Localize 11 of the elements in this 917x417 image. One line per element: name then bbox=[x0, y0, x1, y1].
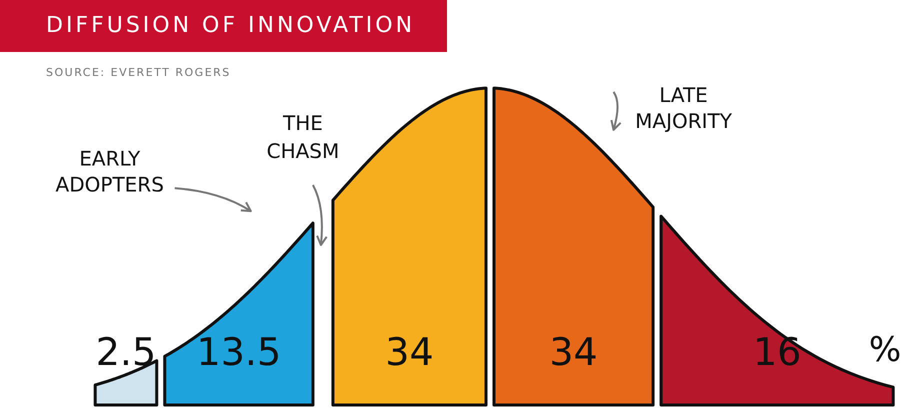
data-label: 2.5 bbox=[96, 330, 156, 374]
text: % bbox=[868, 330, 902, 370]
data-label: 34 bbox=[385, 330, 434, 374]
text: DIFFUSION OF INNOVATION bbox=[0, 0, 447, 52]
text: THE CHASM bbox=[266, 111, 340, 164]
data-label: 34 bbox=[549, 330, 598, 374]
category-label: LATE MAJORITY bbox=[635, 83, 733, 134]
data-label: 16 bbox=[752, 330, 802, 374]
data-label: 13.5 bbox=[196, 330, 282, 374]
category-label: EARLY ADOPTERS bbox=[56, 146, 164, 196]
source-note: SOURCE: EVERETT ROGERS bbox=[46, 66, 231, 79]
